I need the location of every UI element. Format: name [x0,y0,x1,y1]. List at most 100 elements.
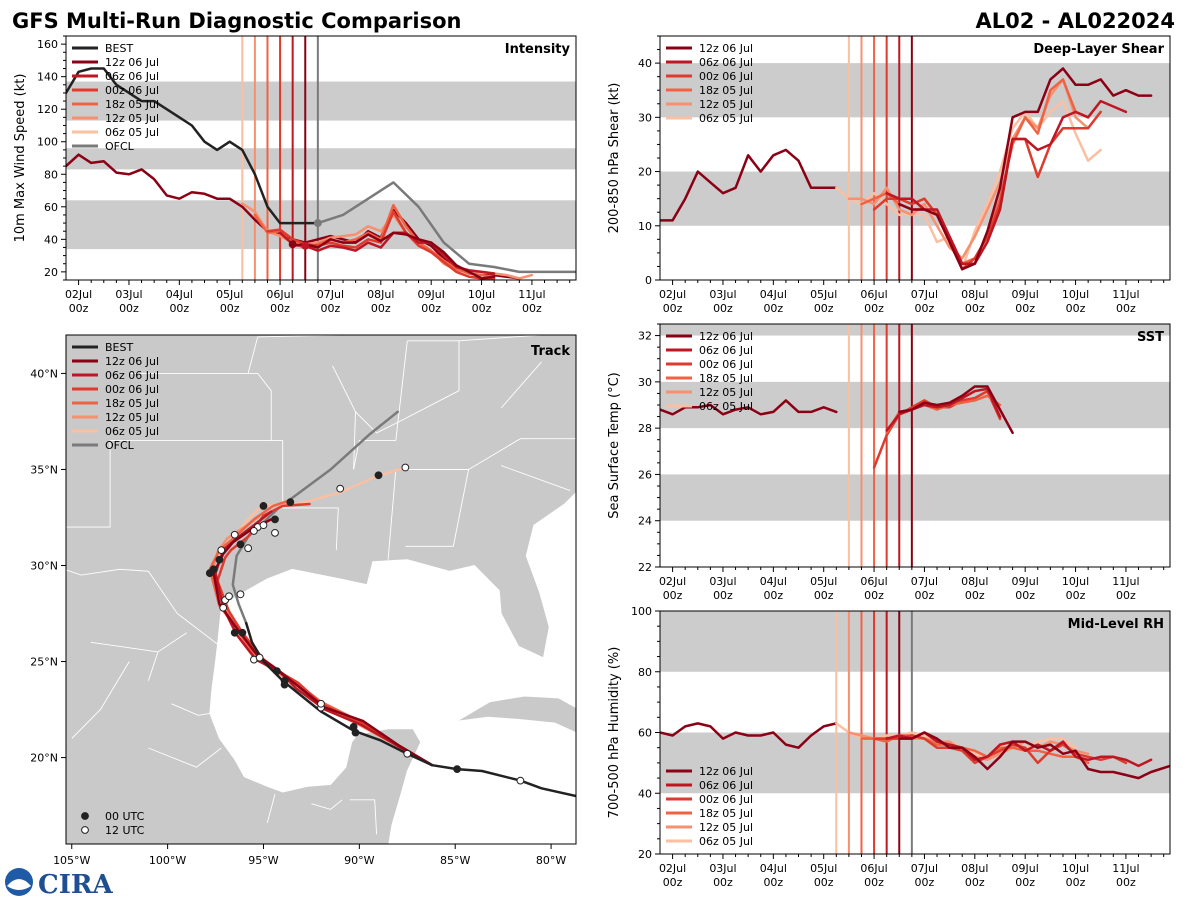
intensity-xtick-day: 11Jul [518,288,545,301]
run-track-point [271,528,279,537]
intensity-xtick-hour: 00z [421,302,441,315]
run-track-point [317,699,325,708]
rh-legend-label: 12z 05 Jul [699,821,753,834]
intensity-ytick-label: 60 [44,201,58,214]
rh-legend-label: 06z 05 Jul [699,835,753,848]
sst-ytick-label: 24 [638,515,652,528]
state-border [129,372,272,441]
track-xtick-label: 90°W [344,854,374,867]
track-xtick-label: 85°W [440,854,470,867]
rh-legend-label: 06z 06 Jul [699,779,753,792]
track-legend-label: OFCL [105,439,135,452]
run-track-0 [212,518,434,767]
run-track-point [215,555,224,564]
intensity-xtick-day: 04Jul [166,288,193,301]
storm-id-title: AL02 - AL022024 [976,9,1176,33]
rh-legend-label: 12z 06 Jul [699,765,753,778]
intensity-xtick-day: 06Jul [266,288,293,301]
rh-xtick-day: 09Jul [1012,862,1039,875]
sst-ytick-label: 28 [638,422,652,435]
shear-xtick-hour: 00z [763,302,783,315]
shear-ytick-label: 10 [638,220,652,233]
intensity-xtick-hour: 00z [472,302,492,315]
run-track-point [259,521,268,530]
intensity-marker [288,240,297,249]
noaa-wave-icon [7,879,31,890]
best-track-point [516,776,525,785]
jamaica-land [575,785,576,799]
run-track-point [259,502,268,510]
track-ytick-label: 20°N [30,752,58,765]
sst-xtick-hour: 00z [864,589,884,602]
intensity-legend-label: 06z 05 Jul [105,126,159,139]
intensity-series-ofcl [316,181,576,274]
shear-xtick-hour: 00z [864,302,884,315]
run-track-point [271,515,279,524]
rh-ylabel: 700-500 hPa Humidity (%) [607,647,622,819]
shear-xtick-hour: 00z [814,302,834,315]
rh-panel-title: Mid-Level RH [1068,617,1164,632]
intensity-ytick-label: 160 [37,38,58,51]
sst-legend-label: 18z 05 Jul [699,372,753,385]
sst-xtick-day: 06Jul [860,575,887,588]
intensity-ytick-label: 120 [37,103,58,116]
shear-legend-label: 18z 05 Jul [699,84,753,97]
intensity-marker [301,241,310,250]
rh-xtick-hour: 00z [663,876,683,889]
rh-series-6z [660,722,838,749]
shear-xtick-day: 10Jul [1062,288,1089,301]
sst-xtick-hour: 00z [763,589,783,602]
sst-legend-label: 12z 05 Jul [699,386,753,399]
sst-band [660,324,1170,336]
shear-xtick-day: 07Jul [911,288,938,301]
cira-logo-text: CIRA [38,870,113,900]
shear-xtick-day: 05Jul [810,288,837,301]
sst-xtick-hour: 00z [1015,589,1035,602]
shear-xtick-hour: 00z [663,302,683,315]
shear-xtick-day: 03Jul [709,288,736,301]
state-border [148,747,222,768]
shear-legend-label: 06z 05 Jul [699,112,753,125]
sst-xtick-day: 04Jul [760,575,787,588]
sst-legend-label: 06z 05 Jul [699,400,753,413]
intensity-band [66,148,576,170]
sst-band [660,474,1170,521]
state-border [468,438,576,470]
track-legend-label: 12z 06 Jul [105,355,159,368]
state-border [332,365,356,470]
cira-logo: CIRA [5,868,113,900]
sst-xtick-day: 07Jul [911,575,938,588]
sst-xtick-hour: 00z [663,589,683,602]
shear-legend-label: 06z 06 Jul [699,56,753,69]
best-track-point [453,765,462,773]
figure-title: GFS Multi-Run Diagnostic Comparison [12,9,461,33]
state-border [266,793,276,824]
shear-ytick-label: 40 [638,57,652,70]
rh-xtick-day: 06Jul [860,862,887,875]
cuba-land [456,695,576,734]
sst-xtick-hour: 00z [965,589,985,602]
track-panel-title: Track [531,344,570,359]
sst-xtick-hour: 00z [915,589,935,602]
shear-xtick-day: 02Jul [659,288,686,301]
intensity-legend-label: BEST [105,42,133,55]
shear-xtick-hour: 00z [965,302,985,315]
rh-legend-label: 18z 05 Jul [699,807,753,820]
track-xtick-label: 80°W [536,854,566,867]
intensity-ylabel: 10m Max Wind Speed (kt) [13,74,28,243]
intensity-legend-label: 18z 05 Jul [105,98,159,111]
rh-xtick-hour: 00z [763,876,783,889]
sst-xtick-hour: 00z [1066,589,1086,602]
mexico-central-america-land [66,568,422,844]
track-legend-label: 12z 05 Jul [105,411,159,424]
sst-ytick-label: 22 [638,561,652,574]
intensity-ytick-label: 80 [44,168,58,181]
rh-xtick-hour: 00z [814,876,834,889]
rh-ytick-label: 40 [638,787,652,800]
rh-xtick-day: 03Jul [709,862,736,875]
sst-series-group [660,385,1014,469]
intensity-series-best [66,67,320,225]
sst-xtick-hour: 00z [713,589,733,602]
track-xtick-label: 100°W [149,854,186,867]
sst-legend-label: 00z 06 Jul [699,358,753,371]
